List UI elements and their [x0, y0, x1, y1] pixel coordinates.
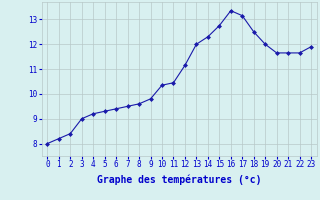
X-axis label: Graphe des températures (°c): Graphe des températures (°c) [97, 175, 261, 185]
